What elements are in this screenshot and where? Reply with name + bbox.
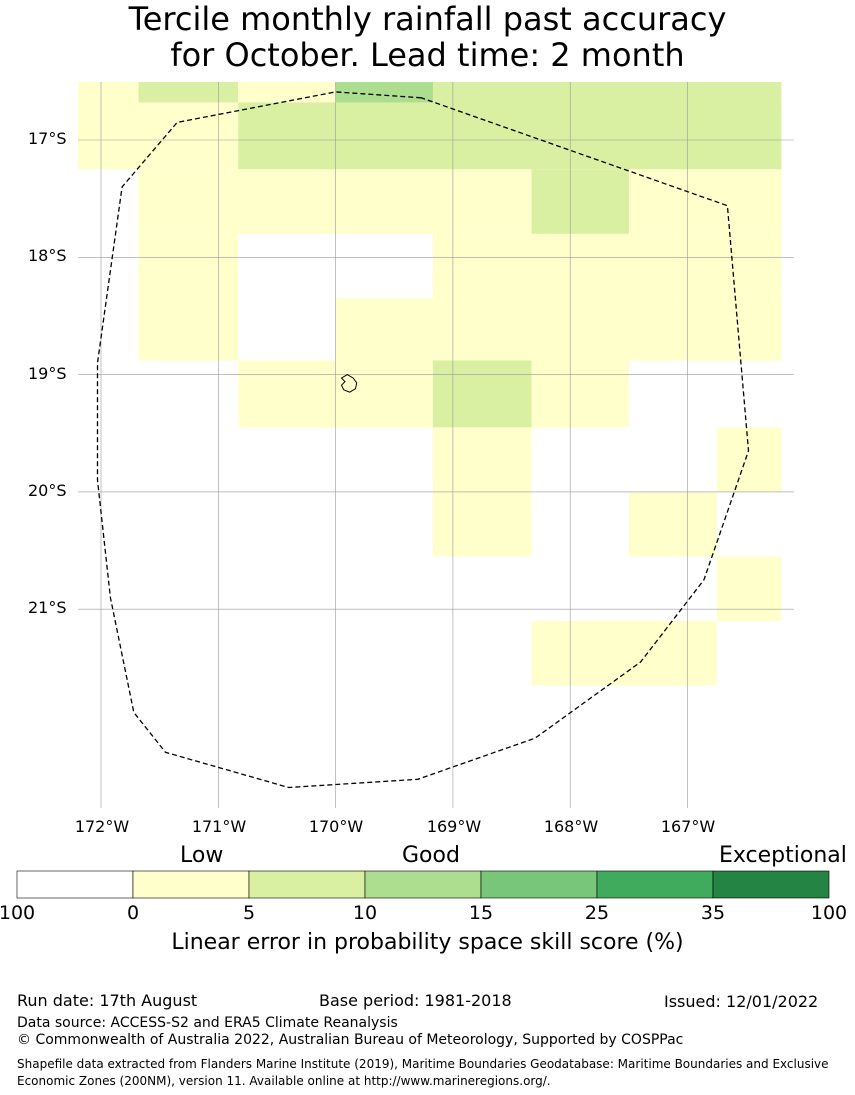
lat-label-19s: 19°S	[28, 364, 67, 383]
lat-label-18s: 18°S	[28, 246, 67, 265]
lon-label-167w: 167°W	[660, 817, 716, 836]
colorbar-category-low: Low	[180, 843, 224, 868]
skill-cell	[138, 169, 782, 234]
lat-label-21s: 21°S	[28, 598, 67, 617]
map-title-line-1: Tercile monthly rainfall past accuracy	[128, 0, 727, 38]
skill-cell	[238, 82, 336, 103]
lon-label-168w: 168°W	[543, 817, 599, 836]
skill-cell	[238, 102, 782, 170]
base-period: Base period: 1981-2018	[319, 991, 512, 1010]
colorbar-bin	[248, 870, 366, 899]
data-source: Data source: ACCESS-S2 and ERA5 Climate …	[17, 1015, 398, 1031]
colorbar-tick: 25	[584, 902, 610, 924]
skill-cell	[716, 556, 782, 621]
colorbar-tick: 35	[700, 902, 726, 924]
colorbar-tick: 5	[242, 902, 256, 924]
lat-label-17s: 17°S	[28, 129, 67, 148]
skill-cell	[138, 82, 239, 103]
colorbar-bin	[16, 870, 134, 899]
issued-date: Issued: 12/01/2022	[664, 992, 819, 1011]
colorbar-bin	[596, 870, 714, 899]
colorbar-bin	[480, 870, 598, 899]
lon-label-170w: 170°W	[308, 817, 364, 836]
colorbar-category-good: Good	[402, 843, 460, 868]
lat-label-20s: 20°S	[28, 481, 67, 500]
copyright-notice: © Commonwealth of Australia 2022, Austra…	[17, 1032, 684, 1048]
colorbar-tick: 100	[810, 902, 848, 924]
skill-cell	[432, 360, 532, 428]
skill-cell	[335, 82, 433, 103]
colorbar-tick: 15	[468, 902, 494, 924]
run-date: Run date: 17th August	[17, 991, 198, 1010]
skill-cell	[335, 298, 782, 361]
lon-label-172w: 172°W	[74, 817, 130, 836]
skill-cell	[531, 620, 717, 686]
island-outline	[340, 374, 358, 393]
colorbar-tick: 100	[0, 902, 36, 924]
skill-cell	[78, 82, 139, 170]
shapefile-credit-line-2: Economic Zones (200NM), version 11. Avai…	[17, 1074, 551, 1088]
skill-cell	[138, 233, 239, 361]
skill-cell	[531, 360, 629, 428]
shapefile-credit-line-1: Shapefile data extracted from Flanders M…	[17, 1057, 829, 1071]
skill-cell	[531, 169, 629, 234]
skill-cell	[716, 427, 782, 492]
skill-cell	[138, 102, 239, 170]
skill-cell	[432, 233, 782, 299]
skill-cell	[628, 491, 717, 557]
graticule	[78, 82, 794, 808]
skill-cells	[78, 82, 782, 686]
lon-label-169w: 169°W	[426, 817, 482, 836]
colorbar-category-exceptional: Exceptional	[719, 843, 847, 868]
colorbar-bin	[132, 870, 250, 899]
skill-cell	[432, 82, 782, 103]
colorbar-bin	[712, 870, 830, 899]
lon-label-171w: 171°W	[191, 817, 247, 836]
colorbar-tick: 10	[352, 902, 378, 924]
colorbar-bin	[364, 870, 482, 899]
eez-boundary	[96, 91, 750, 789]
colorbar-title: Linear error in probability space skill …	[171, 930, 684, 955]
colorbar-tick: 0	[126, 902, 140, 924]
colorbar	[16, 870, 830, 899]
map-title-line-2: for October. Lead time: 2 month	[170, 36, 685, 74]
